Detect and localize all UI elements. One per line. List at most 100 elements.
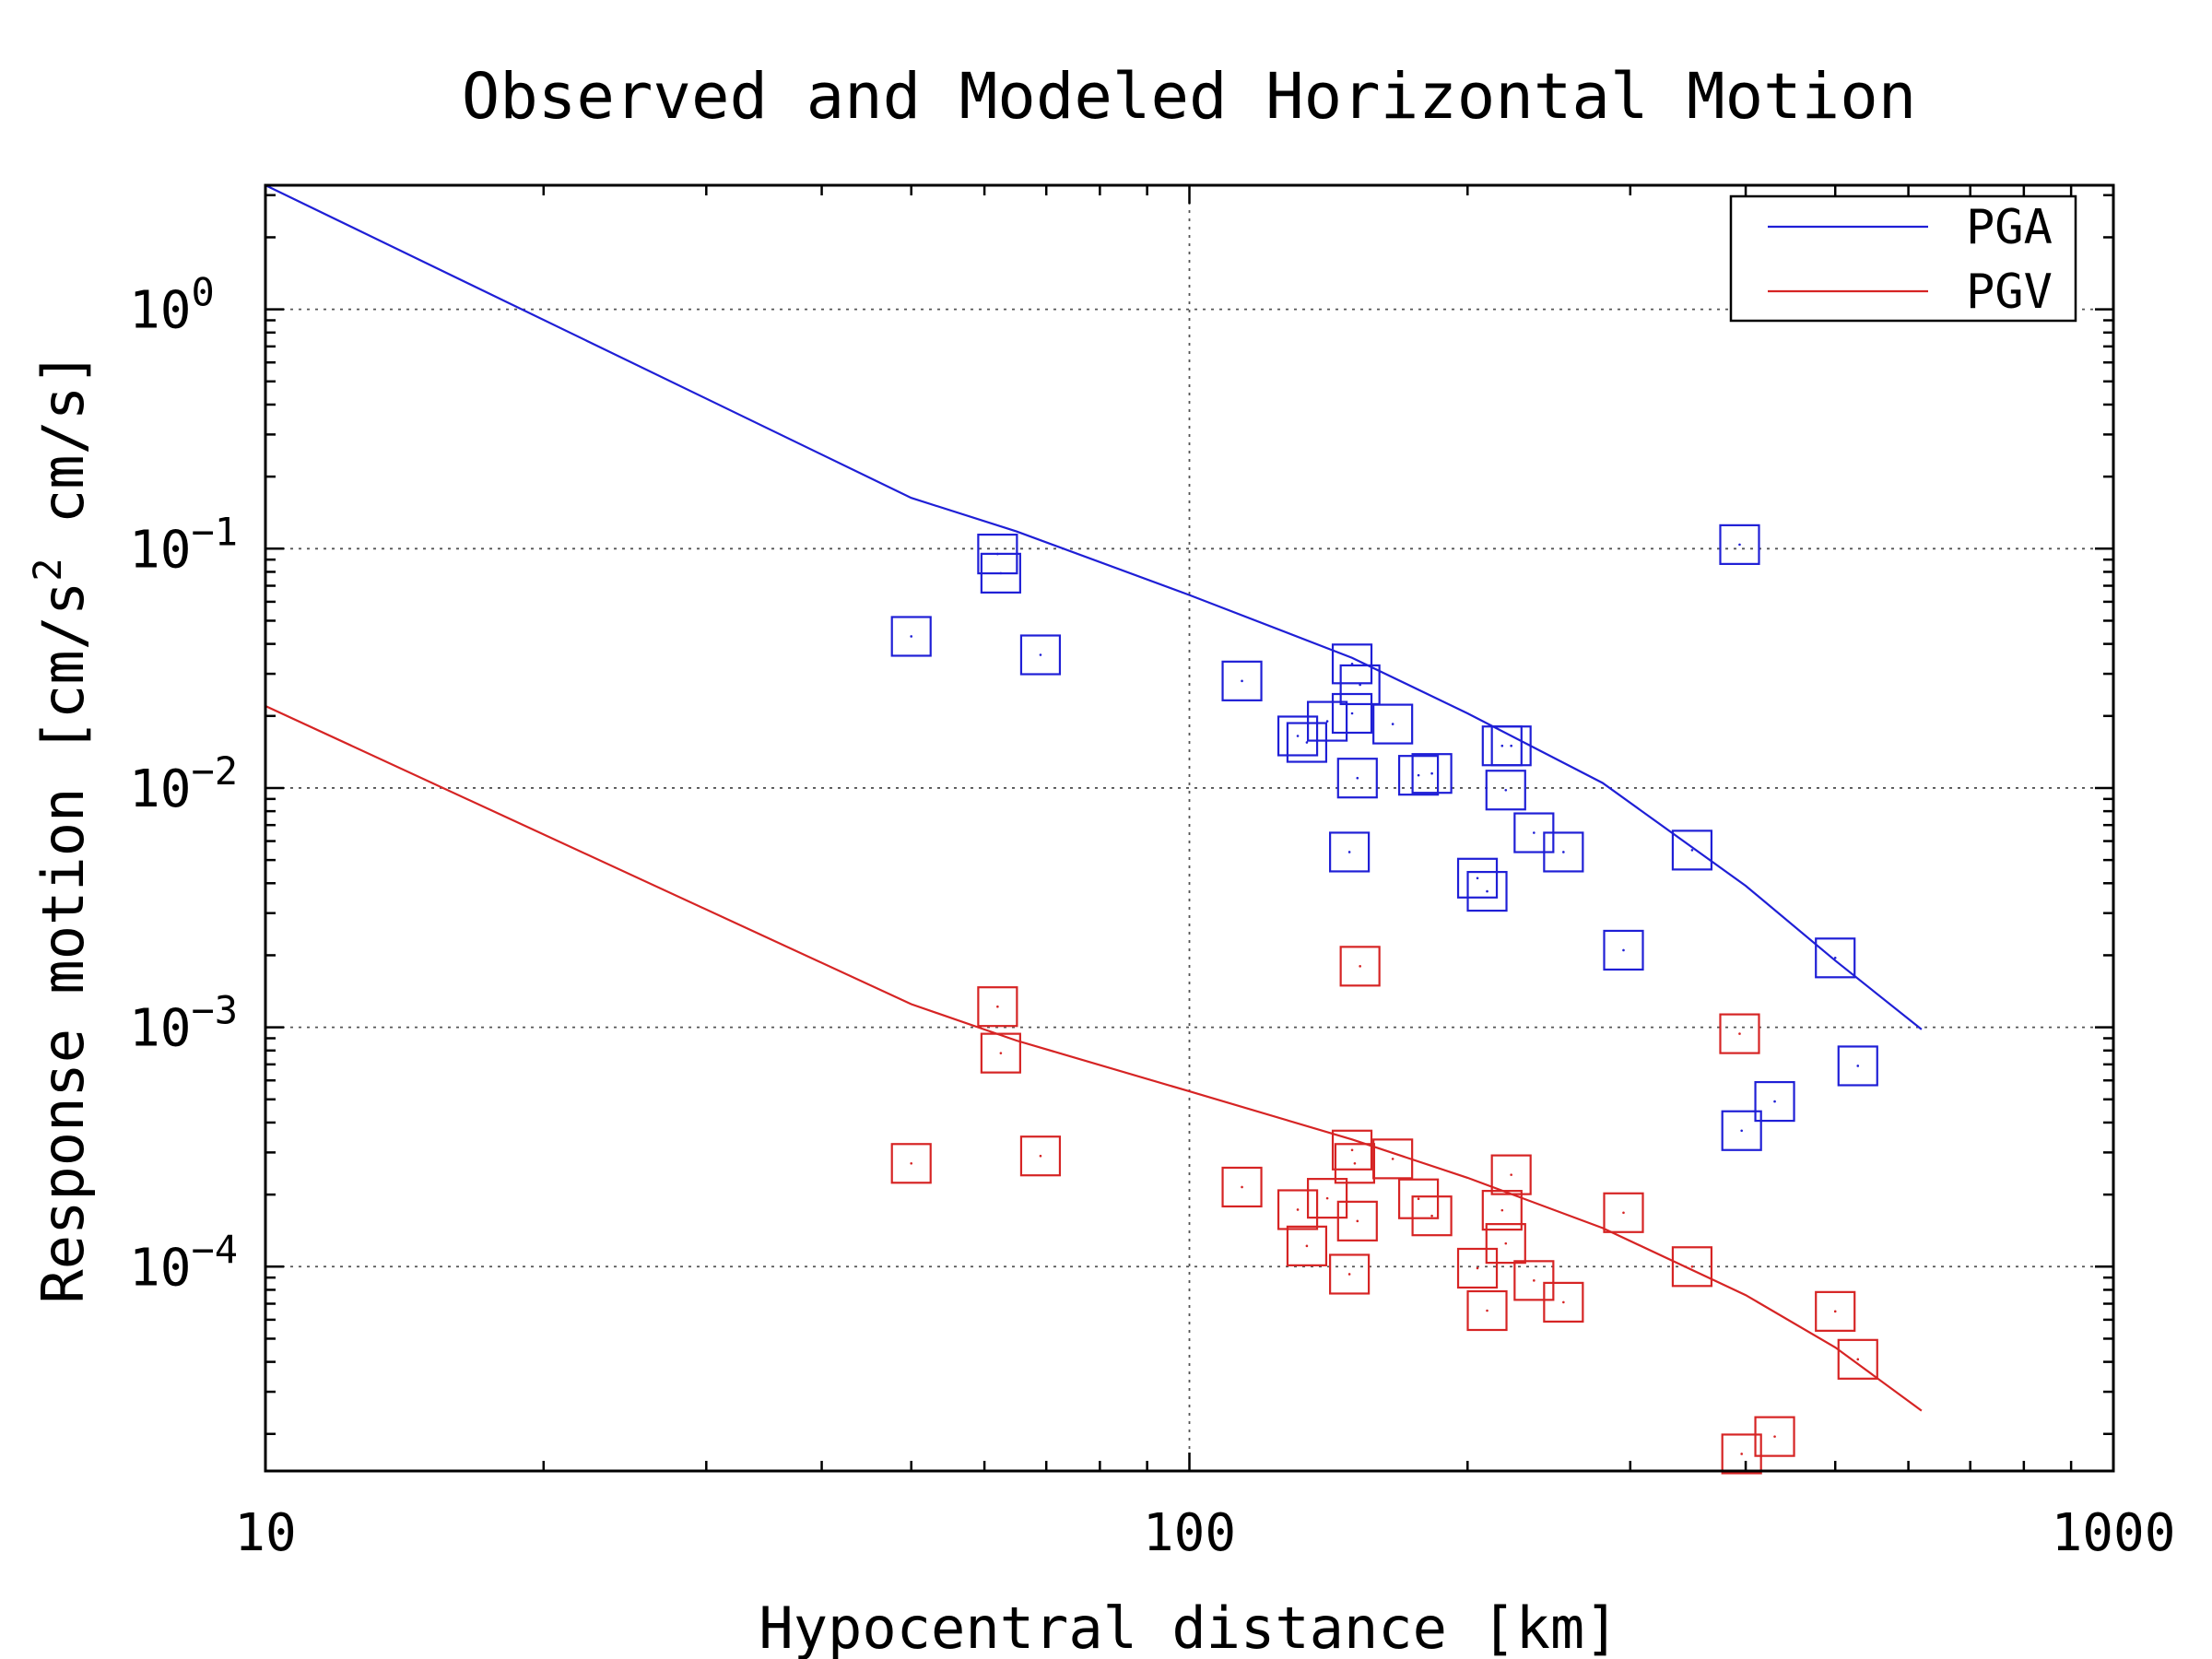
data-point-center (1359, 965, 1361, 968)
data-point-center (1296, 1208, 1300, 1211)
plot-frame (264, 183, 2115, 1473)
data-point-marker (1719, 1013, 1760, 1054)
data-point-center (1622, 948, 1625, 952)
data-point-marker (1331, 1129, 1373, 1171)
y-tick-label: 10−4 (129, 1227, 238, 1298)
data-point-center (1740, 1453, 1743, 1455)
data-point-center (1486, 889, 1488, 893)
data-point-marker (1306, 700, 1348, 742)
data-point-marker (1339, 946, 1381, 987)
data-point-center (1738, 1032, 1741, 1035)
y-tick-label-exponent: −1 (191, 509, 238, 554)
data-point-center (1347, 851, 1351, 853)
data-point-center (1690, 1265, 1694, 1268)
data-point-marker (1485, 1223, 1526, 1265)
data-point-marker (1277, 715, 1319, 757)
data-point-marker (1019, 1135, 1062, 1177)
chart-title: Observed and Modeled Horizontal Motion (462, 60, 1917, 134)
data-point-marker (1221, 660, 1263, 701)
data-point-center (1430, 1214, 1433, 1218)
data-point-center (1533, 831, 1535, 834)
data-point-center (1305, 741, 1309, 744)
legend-label-pgv: PGV (1966, 265, 2053, 320)
y-tick-label-base: 10 (129, 281, 191, 341)
data-point-marker (1671, 830, 1713, 871)
data-point-marker (1397, 1178, 1440, 1219)
x-tick-label: 10 (234, 1503, 296, 1563)
data-point-center (1391, 1158, 1394, 1160)
data-point-marker (1490, 1154, 1532, 1195)
data-point-center (1039, 1154, 1042, 1158)
data-point-center (1856, 1358, 1860, 1361)
data-point-marker (1815, 1290, 1856, 1332)
data-point-marker (1837, 1045, 1878, 1087)
data-point-center (1356, 1219, 1359, 1223)
y-tick-label-exponent: −4 (191, 1227, 238, 1272)
data-point-center (1622, 1211, 1625, 1215)
data-point-center (1417, 1197, 1420, 1201)
data-point-marker (1336, 1200, 1378, 1241)
data-point-center (1305, 1244, 1309, 1248)
data-point-center (1510, 744, 1512, 747)
x-axis-label: Hypocentral distance [km] (759, 1594, 1618, 1659)
y-tick-label-base: 10 (129, 999, 191, 1059)
data-point-center (1430, 771, 1433, 775)
data-point-marker (980, 552, 1021, 594)
y-tick-label-exponent: 0 (191, 270, 214, 315)
data-point-center (1039, 653, 1042, 656)
data-point-center (1296, 735, 1300, 737)
data-point-center (1391, 723, 1394, 725)
model-curve-pga (265, 184, 1923, 1030)
data-point-center (1773, 1435, 1776, 1438)
data-point-marker (1603, 929, 1644, 971)
data-point-marker (1490, 725, 1532, 767)
data-point-center (1510, 1173, 1512, 1176)
data-point-marker (1754, 1080, 1795, 1123)
x-tick-label: 1000 (2052, 1503, 2176, 1563)
data-point-center (1359, 683, 1361, 687)
data-point-marker (1721, 1433, 1762, 1475)
data-point-center (1476, 877, 1479, 880)
data-point-center (1241, 1185, 1243, 1189)
data-point-marker (1306, 1178, 1348, 1219)
data-point-marker (1485, 770, 1526, 811)
data-point-marker (1543, 831, 1584, 873)
data-point-center (996, 1005, 999, 1008)
legend-box (1729, 194, 2077, 323)
y-axis-label-prefix: Response motion [cm/s (29, 582, 97, 1304)
data-point-marker (1815, 937, 1856, 979)
data-point-marker (1411, 753, 1453, 794)
data-point-marker (1754, 1416, 1795, 1457)
data-point-marker (1466, 1289, 1508, 1332)
y-axis-label-superscript: 2 (25, 558, 70, 581)
data-point-marker (1671, 1246, 1713, 1288)
data-point-marker (977, 986, 1018, 1028)
data-point-center (1325, 1196, 1329, 1200)
data-point-marker (1286, 722, 1328, 763)
data-point-center (910, 635, 913, 638)
data-point-marker (1331, 692, 1373, 735)
data-point-center (1773, 1100, 1776, 1103)
data-point-marker (1329, 831, 1371, 873)
y-tick-label-base: 10 (129, 520, 191, 580)
legend: PGA PGV (1729, 194, 2077, 323)
data-point-marker (980, 1032, 1021, 1074)
data-point-marker (1456, 857, 1499, 899)
y-tick-label-exponent: −3 (191, 988, 238, 1033)
data-point-center (910, 1161, 913, 1165)
data-point-center (1417, 773, 1420, 777)
data-point-marker (1837, 1338, 1878, 1380)
data-point-center (1690, 849, 1694, 852)
data-point-marker (1221, 1166, 1263, 1208)
data-point-marker (1372, 703, 1414, 745)
model-curve-layer (265, 184, 1923, 1412)
data-point-center (1353, 1161, 1357, 1165)
data-point-center (1347, 1273, 1351, 1276)
data-point-center (1500, 1208, 1504, 1212)
y-axis-label: Response motion [cm/s2 cm/s] (25, 351, 97, 1303)
y-axis-label-suffix: cm/s] (29, 351, 97, 558)
y-tick-label: 10−2 (129, 748, 238, 819)
data-point-center (1350, 712, 1354, 715)
data-point-marker (1339, 664, 1381, 706)
